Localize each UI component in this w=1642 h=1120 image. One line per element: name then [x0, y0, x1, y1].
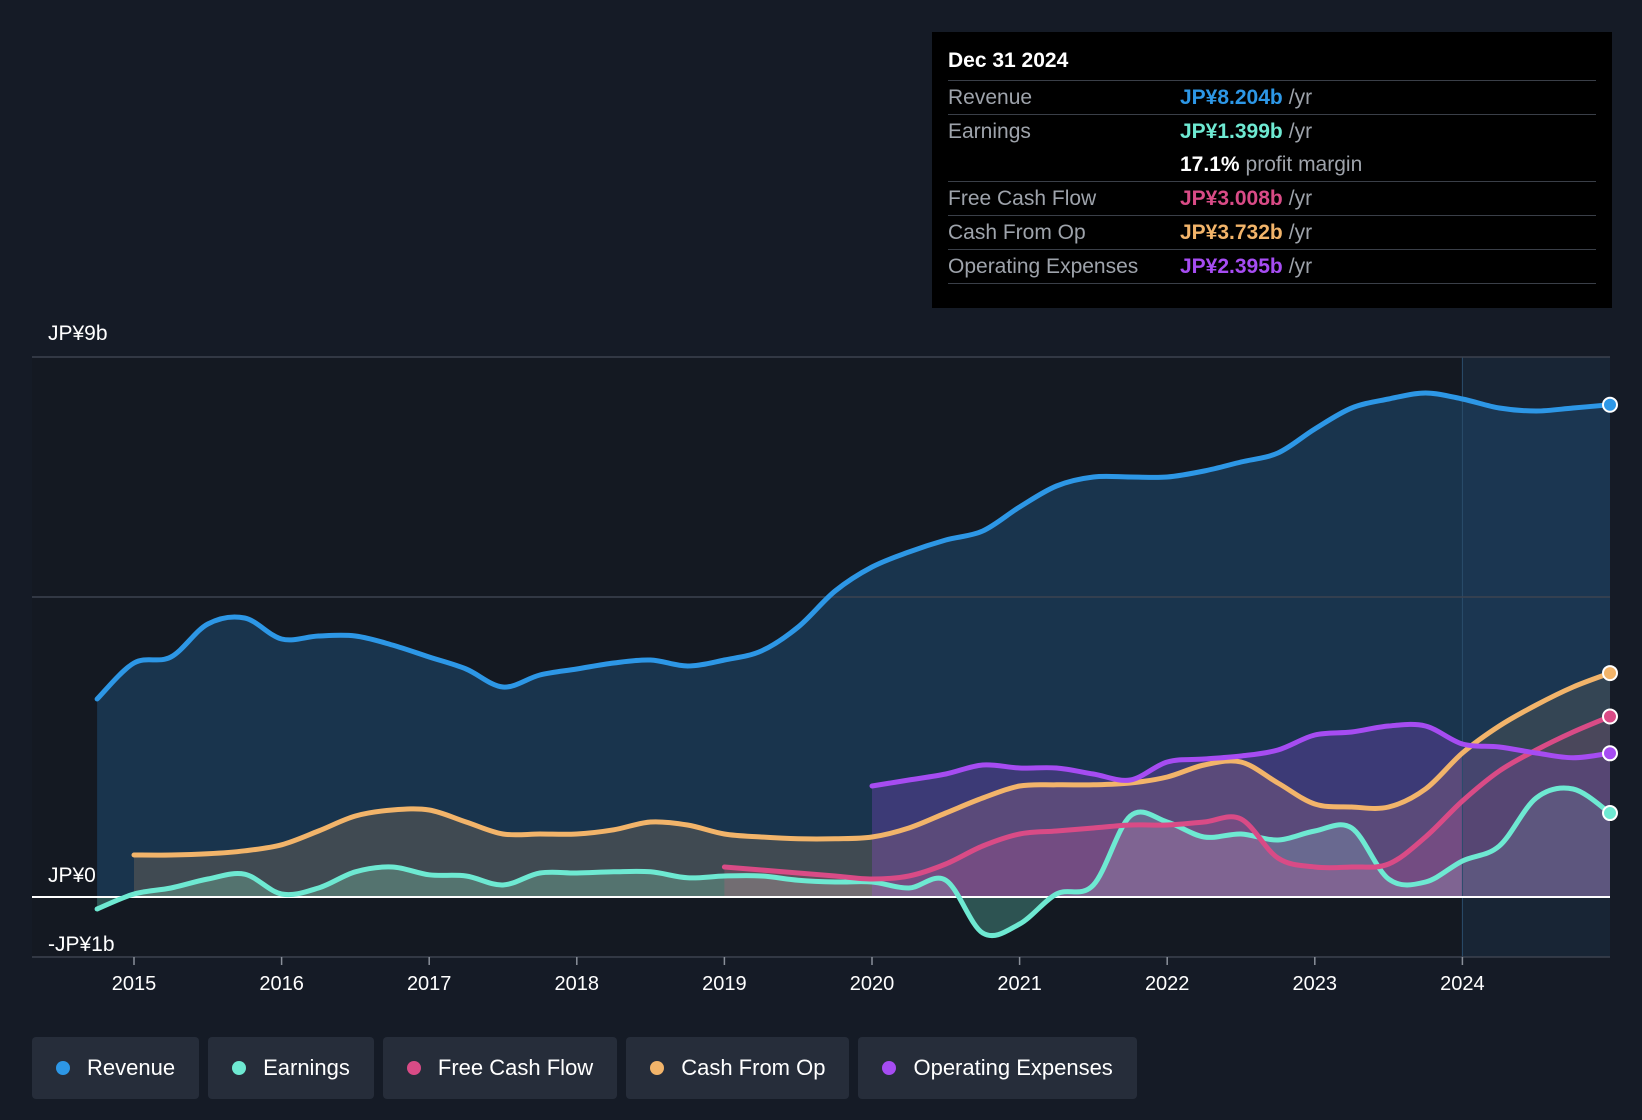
x-tick-label: 2021	[997, 973, 1042, 995]
area-cash-from-op	[134, 673, 1610, 897]
plot-background	[32, 356, 1610, 958]
tooltip-panel: Dec 31 2024 Revenue JP¥8.204b /yr Earnin…	[932, 32, 1612, 308]
legend-dot-icon	[56, 1061, 70, 1075]
legend-item-free-cash-flow[interactable]: Free Cash Flow	[382, 1037, 618, 1099]
y-axis-labels: JP¥9b JP¥0 -JP¥1b	[48, 322, 115, 956]
tooltip-unit: /yr	[1288, 254, 1313, 278]
endpoint-operating-expenses	[1602, 745, 1618, 762]
gridlines	[32, 356, 1610, 898]
series-endpoints	[1602, 396, 1618, 822]
tooltip-row-operating-expenses: Operating Expenses JP¥2.395b /yr	[948, 249, 1596, 284]
line-revenue	[94, 390, 1610, 702]
tooltip-unit: /yr	[1288, 119, 1313, 143]
y-axis-label: JP¥9b	[48, 322, 108, 345]
endpoint-revenue	[1602, 396, 1618, 413]
x-axis: 2015 2016 2017 2018 2019 2020 2021 2022 2023 2024	[32, 956, 1610, 995]
x-tick-label: 2020	[850, 973, 895, 995]
endpoint-free-cash-flow	[1602, 708, 1618, 725]
y-axis-label: -JP¥1b	[48, 933, 115, 956]
tooltip-label: Earnings	[948, 119, 1031, 143]
legend-dot-icon	[882, 1061, 897, 1075]
tooltip-row-profit-margin: 17.1% profit margin	[948, 148, 1596, 181]
tooltip-row-cash-from-op: Cash From Op JP¥3.732b /yr	[948, 215, 1596, 249]
legend: Revenue Earnings Free Cash Flow Cash Fro…	[32, 1037, 1137, 1099]
x-tick-label: 2018	[555, 973, 600, 995]
legend-item-cash-from-op[interactable]: Cash From Op	[626, 1037, 850, 1099]
legend-item-operating-expenses[interactable]: Operating Expenses	[858, 1037, 1137, 1099]
legend-label: Revenue	[87, 1055, 176, 1080]
legend-item-revenue[interactable]: Revenue	[32, 1037, 200, 1099]
tooltip-date: Dec 31 2024	[948, 49, 1069, 72]
tooltip-row-revenue: Revenue JP¥8.204b /yr	[948, 80, 1596, 114]
endpoint-cash-from-op	[1602, 665, 1618, 682]
tooltip-label: Cash From Op	[948, 220, 1086, 244]
tooltip-value: JP¥2.395b	[1180, 254, 1283, 278]
legend-label: Operating Expenses	[913, 1055, 1113, 1080]
area-earnings	[97, 788, 1610, 936]
y-axis-label: JP¥0	[48, 864, 96, 887]
tooltip-unit: /yr	[1288, 186, 1313, 210]
tooltip-label: Operating Expenses	[948, 254, 1139, 278]
line-cash-from-op	[131, 670, 1610, 858]
tooltip-label: Free Cash Flow	[948, 186, 1097, 210]
endpoint-earnings	[1602, 805, 1618, 822]
area-operating-expenses	[872, 724, 1610, 897]
x-tick-label: 2016	[259, 973, 304, 995]
tooltip-value: JP¥8.204b	[1180, 85, 1283, 109]
tooltip-unit: profit margin	[1245, 152, 1363, 176]
tooltip-unit: /yr	[1288, 85, 1313, 109]
x-tick-label: 2015	[112, 973, 157, 995]
x-tick-label: 2023	[1293, 973, 1338, 995]
x-tick-label: 2024	[1440, 973, 1485, 995]
x-tick-label: 2017	[407, 973, 452, 995]
legend-label: Cash From Op	[681, 1055, 826, 1080]
tooltip-row-earnings: Earnings JP¥1.399b /yr	[948, 114, 1596, 148]
tooltip-row-free-cash-flow: Free Cash Flow JP¥3.008b /yr	[948, 181, 1596, 215]
legend-item-earnings[interactable]: Earnings	[208, 1037, 374, 1099]
x-tick-label: 2022	[1145, 973, 1190, 995]
tooltip-label: Revenue	[948, 85, 1033, 109]
tooltip-value: JP¥1.399b	[1180, 119, 1283, 143]
tooltip-value: JP¥3.008b	[1180, 186, 1283, 210]
x-tick-label: 2019	[702, 973, 747, 995]
legend-dot-icon	[406, 1061, 421, 1075]
tooltip-value: 17.1%	[1180, 152, 1240, 176]
legend-label: Earnings	[263, 1055, 350, 1080]
tooltip-value: JP¥3.732b	[1180, 220, 1283, 244]
line-earnings	[94, 785, 1610, 939]
legend-dot-icon	[650, 1061, 665, 1075]
series-lines	[94, 390, 1610, 939]
legend-label: Free Cash Flow	[437, 1055, 594, 1080]
area-revenue	[97, 393, 1610, 897]
tooltip-unit: /yr	[1288, 220, 1313, 244]
legend-dot-icon	[232, 1061, 247, 1075]
line-free-cash-flow	[721, 714, 1610, 882]
line-operating-expenses	[869, 721, 1610, 789]
forecast-highlight-region	[1462, 357, 1610, 957]
